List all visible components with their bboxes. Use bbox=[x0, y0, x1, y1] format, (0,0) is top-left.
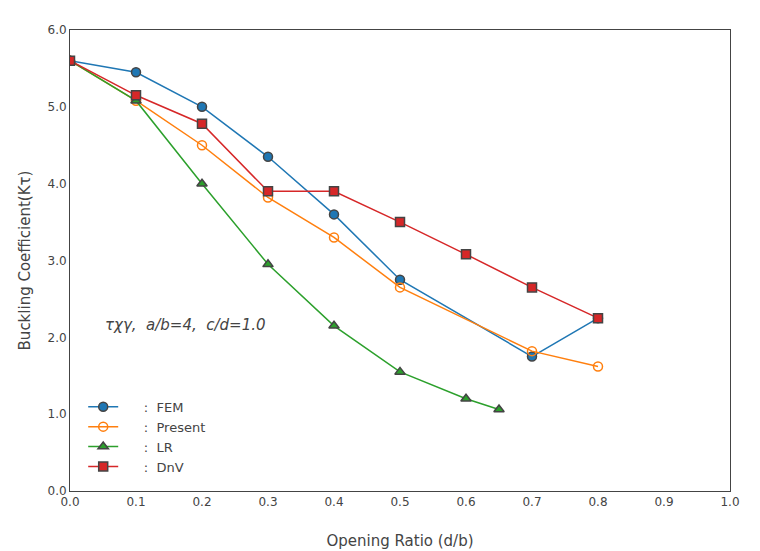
svg-text:2.0: 2.0 bbox=[48, 331, 67, 345]
svg-text:0.1: 0.1 bbox=[126, 495, 145, 509]
svg-text:: FEM: : FEM bbox=[123, 400, 183, 415]
svg-text:0.3: 0.3 bbox=[258, 495, 277, 509]
svg-text:6.0: 6.0 bbox=[48, 23, 67, 37]
svg-text:: Present: : Present bbox=[123, 420, 205, 435]
svg-text:: DnV: : DnV bbox=[123, 460, 184, 475]
svg-text:0.5: 0.5 bbox=[390, 495, 409, 509]
svg-text:3.0: 3.0 bbox=[48, 254, 67, 268]
svg-text:0.4: 0.4 bbox=[324, 495, 343, 509]
svg-text:0.7: 0.7 bbox=[522, 495, 541, 509]
svg-text:0.8: 0.8 bbox=[588, 495, 607, 509]
svg-text:0.0: 0.0 bbox=[48, 484, 67, 498]
svg-text:0.0: 0.0 bbox=[60, 495, 79, 509]
svg-text:1.0: 1.0 bbox=[720, 495, 739, 509]
svg-text:0.2: 0.2 bbox=[192, 495, 211, 509]
svg-text:0.9: 0.9 bbox=[654, 495, 673, 509]
svg-text:0.6: 0.6 bbox=[456, 495, 475, 509]
svg-text:Opening Ratio (d/b): Opening Ratio (d/b) bbox=[326, 532, 473, 550]
svg-text:τχγ, a/b=4, c/d=1.0: τχγ, a/b=4, c/d=1.0 bbox=[105, 316, 266, 334]
svg-text:4.0: 4.0 bbox=[48, 177, 67, 191]
svg-text:: LR: : LR bbox=[123, 440, 173, 455]
svg-text:Buckling Coefficient(Kτ): Buckling Coefficient(Kτ) bbox=[16, 171, 34, 351]
svg-text:5.0: 5.0 bbox=[48, 100, 67, 114]
svg-text:1.0: 1.0 bbox=[48, 407, 67, 421]
